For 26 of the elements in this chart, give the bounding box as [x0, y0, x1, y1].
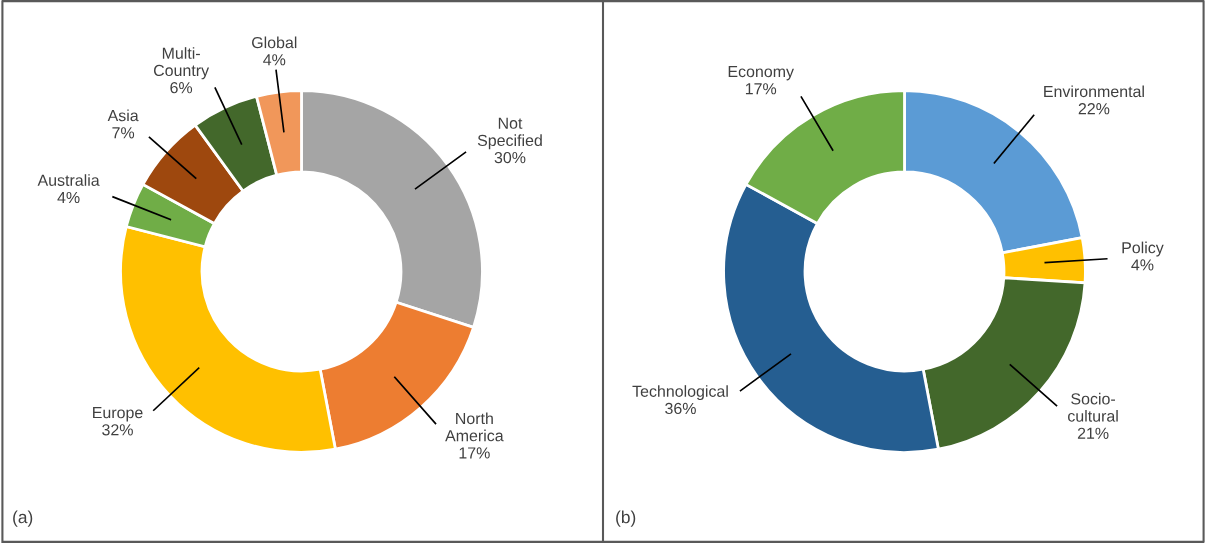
text: (b) — [616, 510, 636, 527]
data-label: 4% — [57, 191, 80, 204]
data-label: 21% — [1077, 427, 1109, 439]
slice-label: Global — [252, 36, 297, 49]
slice-label: Policy — [1122, 241, 1164, 257]
data-label: 17% — [459, 447, 490, 459]
slice-label: Socio- cultural — [1068, 392, 1118, 422]
data-label: 22% — [1078, 103, 1110, 115]
slice-label: Asia — [107, 109, 139, 122]
text: (a) — [13, 510, 33, 527]
slice-label: Multi- Country — [153, 47, 210, 80]
data-label: 36% — [665, 402, 696, 415]
slice-label: Technological — [632, 385, 728, 401]
slice-label: Not Specified — [477, 117, 542, 150]
data-label: 4% — [1131, 259, 1154, 271]
data-label: 30% — [494, 151, 526, 164]
data-label: 32% — [102, 424, 133, 436]
slice-label: Europe — [93, 407, 143, 422]
data-label: 4% — [263, 54, 286, 66]
data-label: 7% — [112, 127, 135, 139]
slice-label: North America — [445, 412, 504, 442]
slice-label: Economy — [728, 66, 794, 81]
data-label: 17% — [745, 83, 777, 95]
data-label: 6% — [170, 81, 193, 94]
slice-label: Australia — [37, 174, 100, 186]
slice-label: Environmental — [1044, 85, 1144, 98]
